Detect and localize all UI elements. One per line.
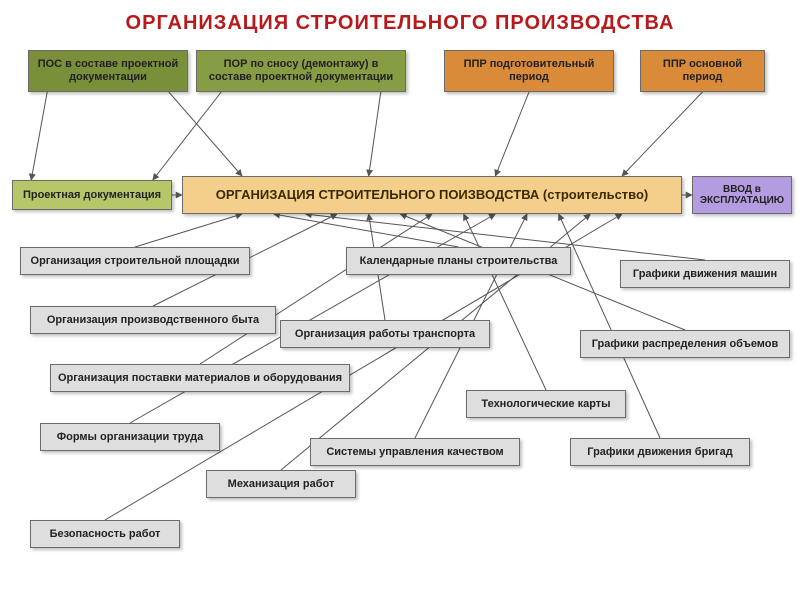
box-b1: Организация строительной площадки — [20, 247, 250, 275]
box-por: ПОР по сносу (демонтажу) в составе проек… — [196, 50, 406, 92]
box-b11: Графики движения бригад — [570, 438, 750, 466]
edge-por-main — [369, 92, 381, 176]
box-b8: Технологические карты — [466, 390, 626, 418]
box-b5: Организация работы транспорта — [280, 320, 490, 348]
edge-b8-main — [464, 214, 546, 390]
edge-b2-main — [274, 214, 459, 247]
edge-b1-main — [135, 214, 242, 247]
box-b6: Графики распределения объемов — [580, 330, 790, 358]
edge-por-projdoc — [153, 92, 221, 180]
box-b3: Графики движения машин — [620, 260, 790, 288]
box-b12: Механизация работ — [206, 470, 356, 498]
box-projdoc: Проектная документация — [12, 180, 172, 210]
edge-pos-main — [169, 92, 242, 176]
box-vvod: ВВОД в ЭКСПЛУАТАЦИЮ — [692, 176, 792, 214]
box-b10: Системы управления качеством — [310, 438, 520, 466]
box-ppr1: ППР подготовительный период — [444, 50, 614, 92]
box-b9: Формы организации труда — [40, 423, 220, 451]
diagram-title: ОРГАНИЗАЦИЯ СТРОИТЕЛЬНОГО ПРОИЗВОДСТВА — [0, 12, 800, 35]
box-b7: Организация поставки материалов и оборуд… — [50, 364, 350, 392]
edge-pos-projdoc — [31, 92, 47, 180]
box-pos: ПОС в составе проектной документации — [28, 50, 188, 92]
box-main: ОРГАНИЗАЦИЯ СТРОИТЕЛЬНОГО ПОИЗВОДСТВА (с… — [182, 176, 682, 214]
diagram-stage: ОРГАНИЗАЦИЯ СТРОИТЕЛЬНОГО ПРОИЗВОДСТВА П… — [0, 0, 800, 600]
box-ppr2: ППР основной период — [640, 50, 765, 92]
box-b2: Календарные планы строительства — [346, 247, 571, 275]
edge-ppr2-main — [622, 92, 703, 176]
box-b13: Безопасность работ — [30, 520, 180, 548]
edge-ppr1-main — [495, 92, 529, 176]
box-b4: Организация производственного быта — [30, 306, 276, 334]
